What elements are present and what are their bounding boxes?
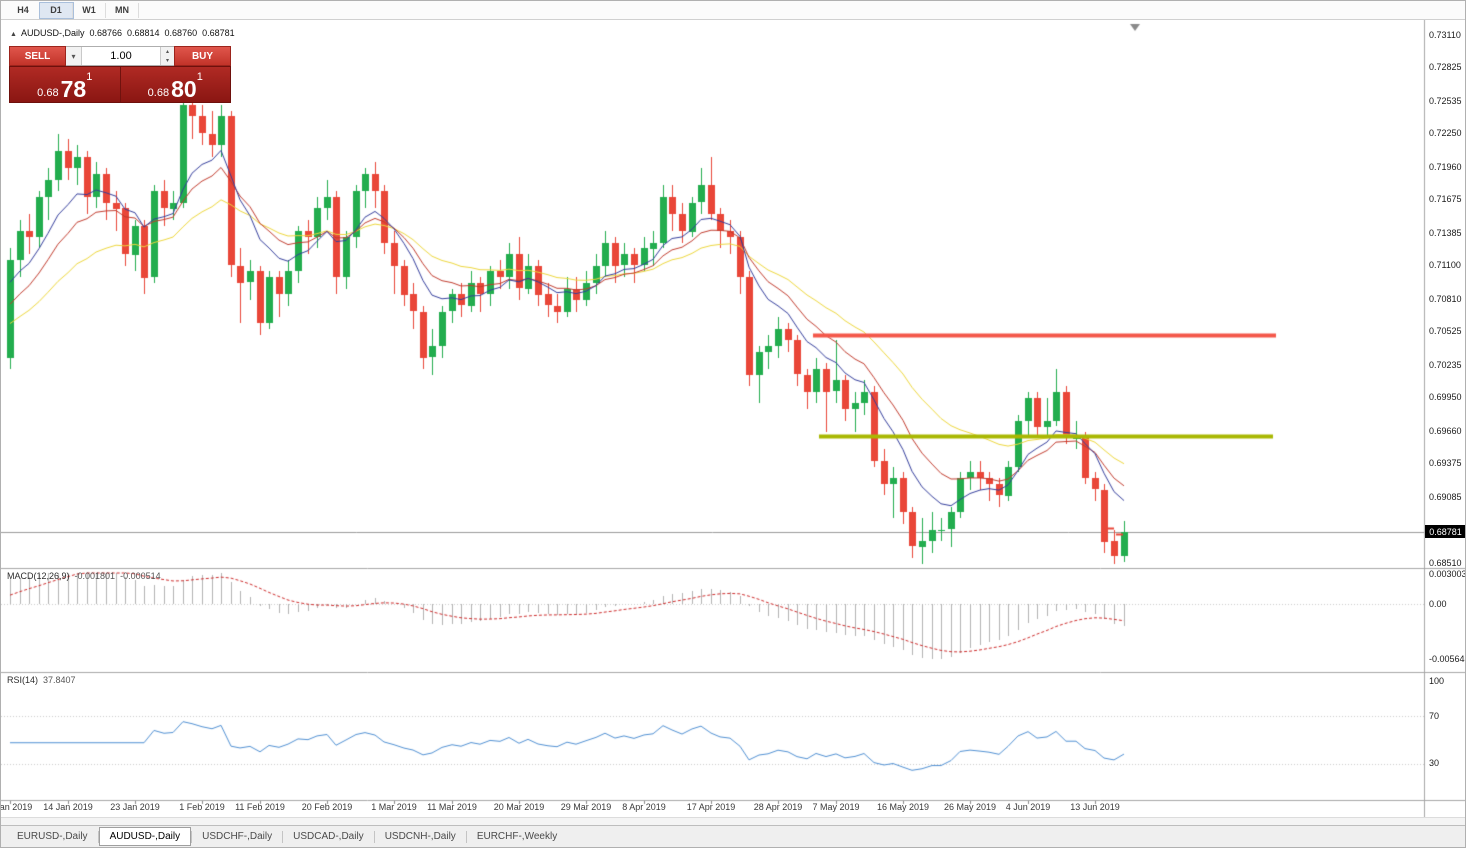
chart-tabbar: EURUSD-,Daily AUDUSD-,Daily USDCHF-,Daily U… — [1, 825, 1465, 847]
rsi-value: 37.8407 — [43, 675, 76, 685]
price-axis-label: 0.69085 — [1429, 491, 1462, 502]
chart-tab-eurchf-weekly[interactable]: EURCHF-,Weekly — [476, 831, 558, 842]
price-axis-label: 0.69950 — [1429, 392, 1462, 403]
tab-separator — [465, 830, 467, 843]
volume-dropdown-icon[interactable]: ▾ — [66, 47, 82, 65]
chart-tab-eurusd-daily[interactable]: EURUSD-,Daily — [17, 831, 88, 842]
macd-header: MACD(12,26,9) -0.001801 -0.000514 — [7, 571, 166, 581]
rsi-axis-label: 30 — [1429, 758, 1440, 769]
ohlc-low: 0.68760 — [164, 28, 198, 38]
timeframe-toolbar: H4 D1 W1 MN — [1, 1, 1465, 20]
sell-price-display[interactable]: 0.68 78 1 — [10, 67, 121, 102]
price-axis-label: 0.71385 — [1429, 227, 1462, 238]
date-label: 29 Mar 2019 — [560, 802, 612, 812]
price-axis-label: 0.70235 — [1429, 359, 1462, 370]
chart-symbol-title: AUDUSD-,Daily — [20, 28, 85, 38]
date-label: 26 May 2019 — [943, 802, 997, 812]
price-axis-label: 0.72825 — [1429, 62, 1462, 73]
price-axis-label: 0.68510 — [1429, 557, 1462, 568]
price-axis-label: 0.69660 — [1429, 425, 1462, 436]
chart-tab-usdcnh-daily[interactable]: USDCNH-,Daily — [384, 831, 456, 842]
chart-tab-audusd-daily[interactable]: AUDUSD-,Daily — [98, 827, 192, 846]
price-axis-label: 0.72250 — [1429, 128, 1462, 139]
volume-control: ▾ 1.00 ▴ ▾ — [66, 46, 174, 66]
price-axis-label: 0.71100 — [1429, 260, 1461, 271]
date-label: 7 May 2019 — [812, 802, 860, 812]
ohlc-open: 0.68766 — [89, 28, 122, 38]
horizontal-scrollbar[interactable] — [1, 817, 1465, 825]
volume-input[interactable]: 1.00 — [82, 47, 160, 65]
macd-axis-label: 0.00 — [1429, 598, 1447, 609]
volume-spin-down-icon[interactable]: ▾ — [161, 56, 174, 65]
date-label: 17 Apr 2019 — [686, 802, 736, 812]
buy-price-sup: 1 — [196, 71, 203, 83]
tab-separator — [373, 830, 375, 843]
sell-button[interactable]: SELL — [9, 46, 66, 66]
sell-price-sup: 1 — [86, 71, 93, 83]
date-label: 16 May 2019 — [876, 802, 930, 812]
price-axis-label: 0.70525 — [1429, 326, 1462, 337]
date-label: 1 Feb 2019 — [179, 802, 225, 812]
date-label: 11 Feb 2019 — [235, 802, 285, 812]
date-label: 4 Jun 2019 — [1005, 802, 1051, 812]
price-axis-label: 0.70810 — [1429, 293, 1462, 304]
ohlc-high: 0.68814 — [127, 28, 160, 38]
date-label: 1 Mar 2019 — [371, 802, 417, 812]
tab-separator — [97, 830, 99, 843]
chart-ohlc-header: ▲ AUDUSD-,Daily 0.68766 0.68814 0.68760 0.687… — [10, 28, 240, 38]
timeframe-button-w1[interactable]: W1 — [73, 2, 106, 18]
price-axis-label: 0.69375 — [1429, 458, 1462, 469]
ohlc-close: 0.68781 — [202, 28, 235, 38]
price-axis-label: 0.72535 — [1429, 95, 1462, 106]
date-label: 13 Jun 2019 — [1070, 802, 1120, 812]
date-label: 23 Jan 2019 — [110, 802, 160, 812]
volume-stepper: ▴ ▾ — [160, 47, 174, 65]
macd-main-value: -0.001801 — [74, 571, 116, 581]
rsi-header: RSI(14) 37.8407 — [7, 675, 81, 685]
macd-signal-value: -0.000514 — [120, 571, 161, 581]
sell-price-small: 0.68 — [37, 87, 59, 99]
macd-axis-label: -0.005648 — [1429, 653, 1466, 664]
timeframe-button-mn[interactable]: MN — [106, 2, 139, 18]
buy-price-small: 0.68 — [147, 87, 170, 99]
price-axis-label: 0.71675 — [1429, 194, 1462, 205]
buy-price-display[interactable]: 0.68 80 1 — [121, 67, 231, 102]
tab-separator — [282, 830, 284, 843]
date-label: 4 Jan 2019 — [0, 802, 33, 812]
collapse-trade-panel-icon[interactable]: ▲ — [10, 31, 17, 38]
timeframe-button-d1[interactable]: D1 — [39, 1, 74, 19]
rsi-label: RSI(14) — [7, 675, 39, 685]
chart-tab-usdcad-daily[interactable]: USDCAD-,Daily — [293, 831, 364, 842]
current-price-badge: 0.68781 — [1425, 525, 1465, 539]
date-label: 11 Mar 2019 — [427, 802, 477, 812]
rsi-axis-label: 100 — [1429, 675, 1445, 686]
date-label: 20 Mar 2019 — [493, 802, 545, 812]
date-label: 8 Apr 2019 — [622, 802, 666, 812]
timeframe-button-h4[interactable]: H4 — [7, 2, 40, 18]
date-label: 14 Jan 2019 — [43, 802, 93, 812]
price-axis-label: 0.71960 — [1429, 161, 1462, 172]
one-click-trading-panel: SELL ▾ 1.00 ▴ ▾ BUY 0.68 78 1 0.68 80 1 — [9, 46, 231, 103]
price-axis-label: 0.73110 — [1429, 29, 1461, 40]
date-label: 20 Feb 2019 — [301, 802, 353, 812]
buy-button[interactable]: BUY — [174, 46, 231, 66]
volume-spin-up-icon[interactable]: ▴ — [161, 47, 174, 56]
macd-label: MACD(12,26,9) — [7, 571, 70, 581]
sell-price-big: 78 — [60, 76, 87, 102]
tab-separator — [191, 830, 193, 843]
chart-tab-usdchf-daily[interactable]: USDCHF-,Daily — [202, 831, 273, 842]
rsi-axis-label: 70 — [1429, 710, 1440, 721]
date-label: 28 Apr 2019 — [753, 802, 803, 812]
buy-price-big: 80 — [171, 76, 197, 102]
macd-axis-label: 0.003003 — [1429, 569, 1466, 580]
